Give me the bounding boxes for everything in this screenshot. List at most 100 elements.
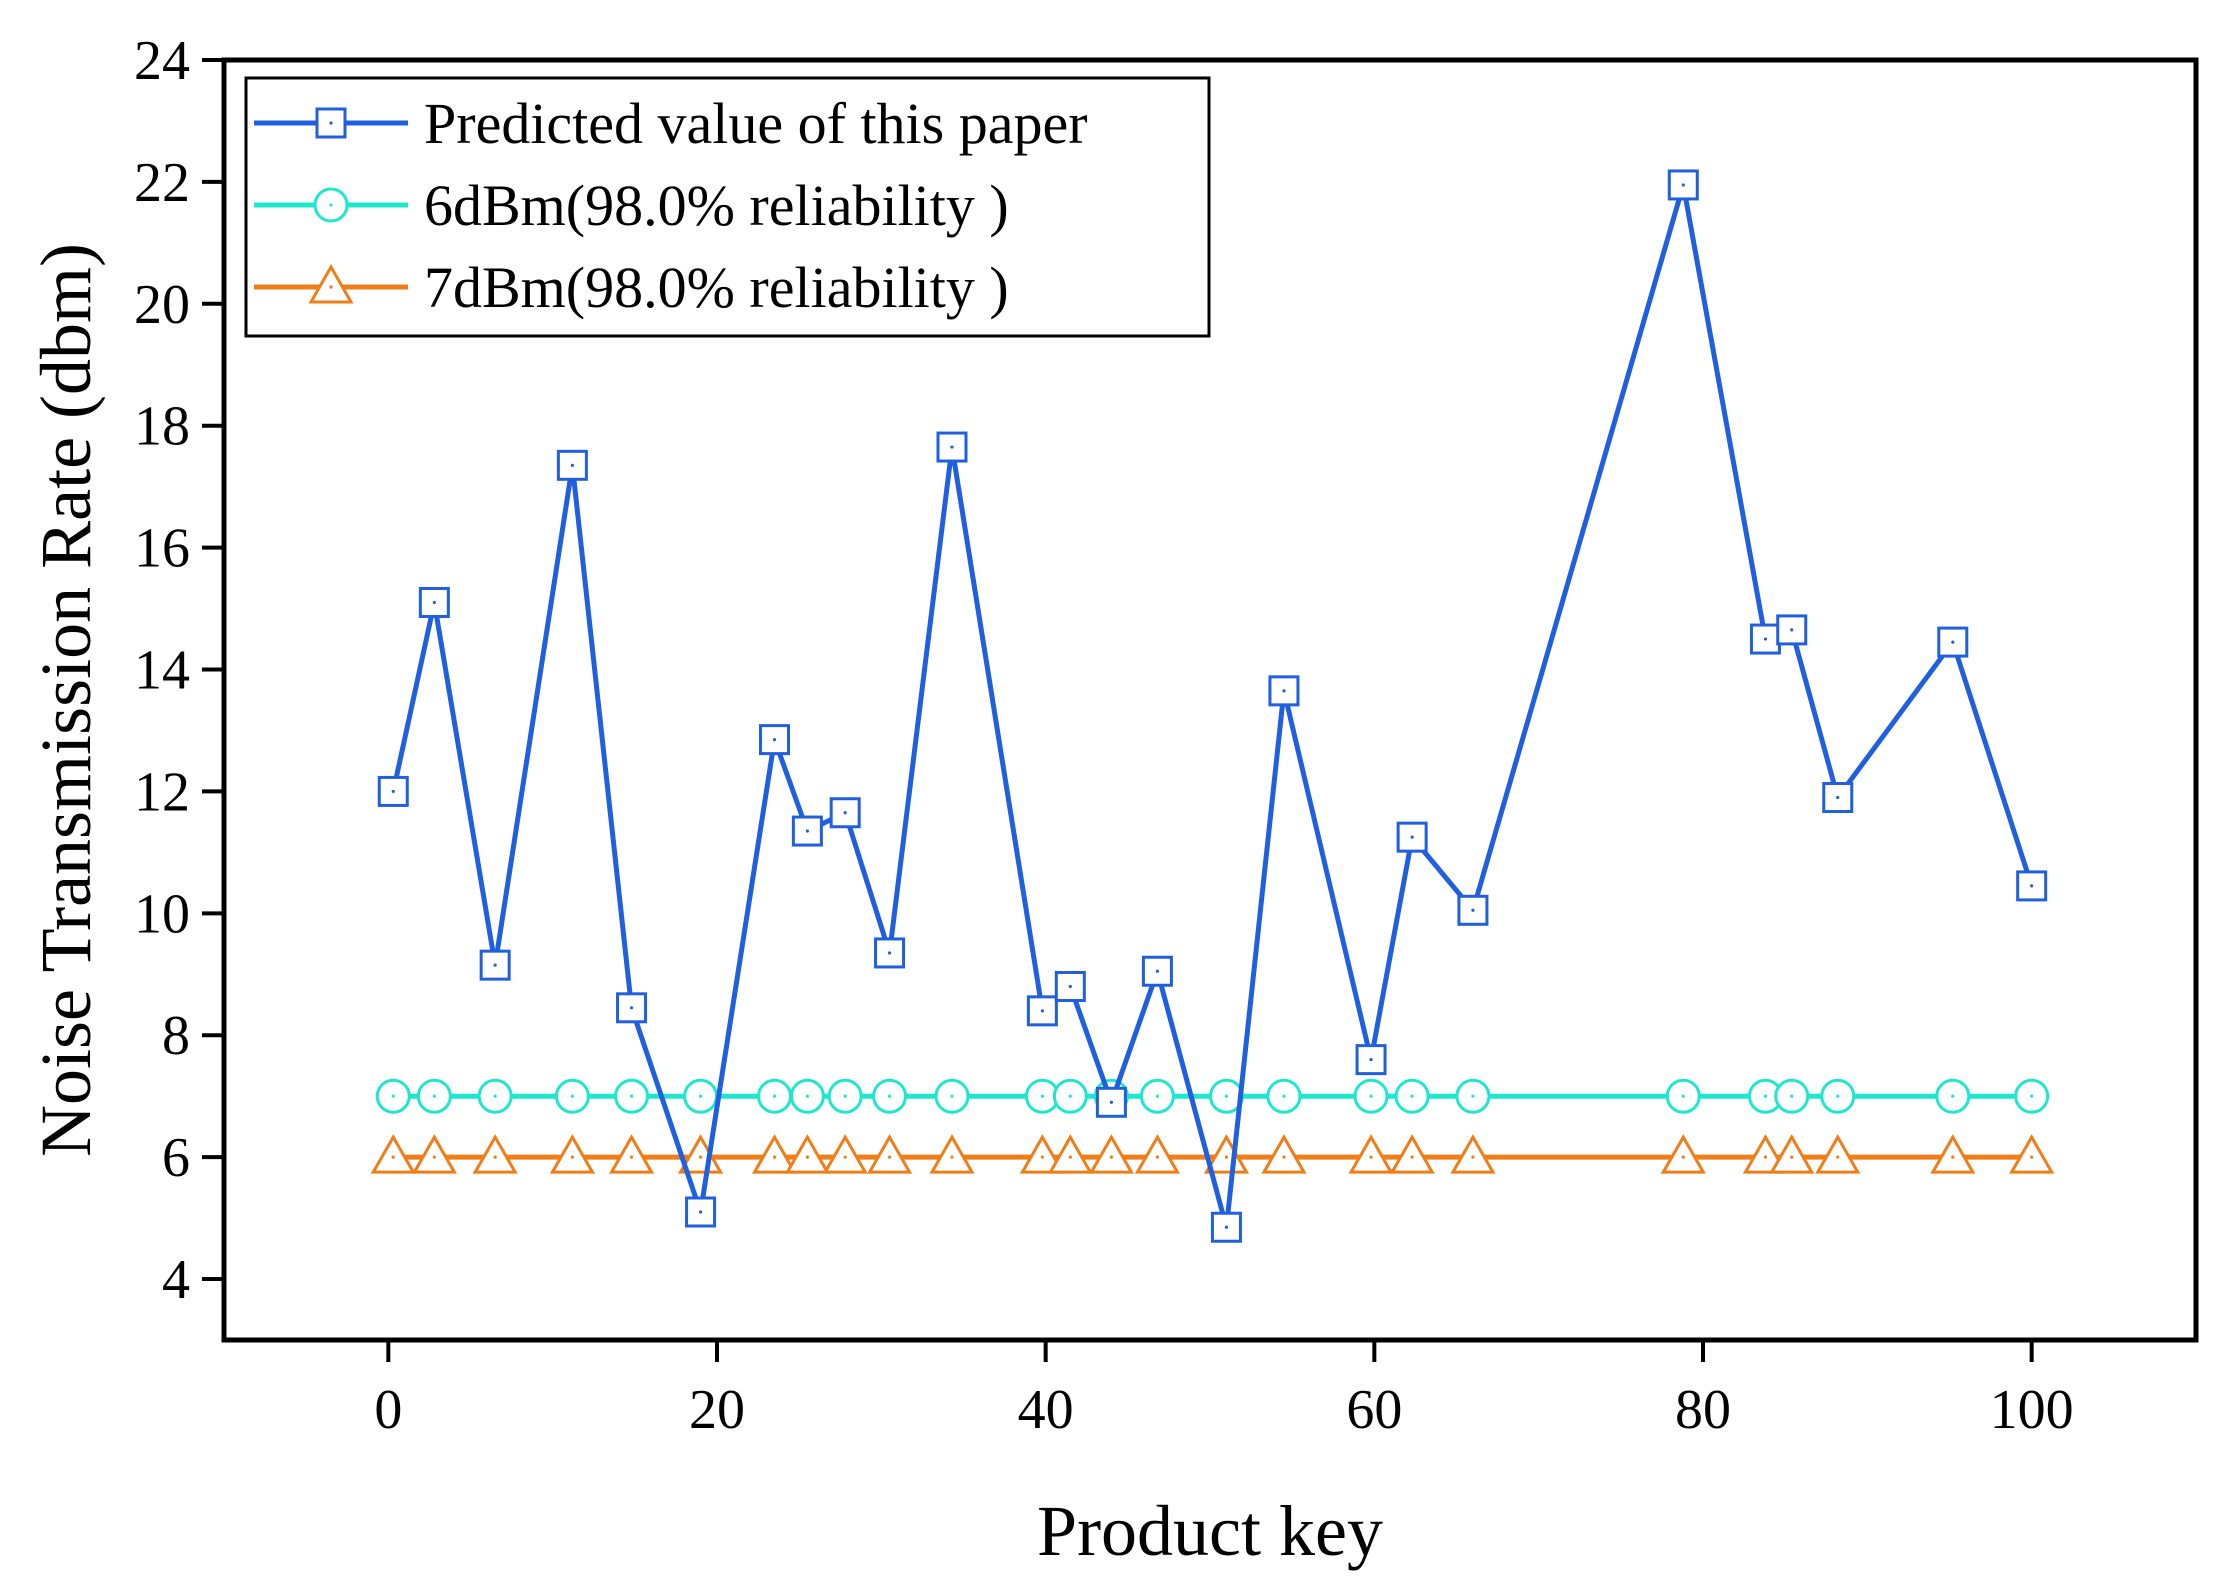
- data-point-square-center-dot: [698, 1210, 703, 1214]
- data-point-square-center-dot: [843, 811, 847, 815]
- data-point-triangle: [1019, 1134, 1065, 1174]
- y-tick-label: 16: [134, 518, 190, 580]
- data-point-circle-center-dot: [1282, 1094, 1286, 1098]
- legend-label: Predicted value of this paper: [424, 91, 1088, 156]
- series-circle: [375, 1078, 2050, 1114]
- data-point-triangle-center-dot: [1471, 1155, 1475, 1159]
- data-point-triangle: [411, 1134, 457, 1174]
- data-point-circle-center-dot: [391, 1094, 395, 1098]
- data-point-circle-center-dot: [1068, 1094, 1072, 1098]
- data-point-triangle: [1450, 1134, 1496, 1174]
- data-series: [370, 169, 2055, 1243]
- data-point-circle-center-dot: [1410, 1094, 1414, 1098]
- data-point-square-center-dot: [1282, 689, 1286, 693]
- data-point-triangle: [472, 1134, 518, 1174]
- data-point-triangle-center-dot: [1282, 1155, 1286, 1159]
- data-point-triangle: [1930, 1134, 1976, 1174]
- data-point-circle-center-dot: [887, 1094, 892, 1098]
- data-point-triangle-center-dot: [772, 1155, 777, 1159]
- data-point-circle-center-dot: [1040, 1094, 1044, 1098]
- data-point-triangle-center-dot: [2030, 1155, 2034, 1159]
- data-point-triangle-center-dot: [1410, 1155, 1414, 1159]
- y-tick-label: 6: [162, 1127, 190, 1189]
- data-point-triangle: [1660, 1134, 1706, 1174]
- data-point-triangle-center-dot: [1836, 1155, 1840, 1159]
- axis-ticks: 0 20 40 60 80 100 4 6 8 10 12 14 16 18 20 22 24: [134, 30, 2074, 1441]
- data-point-square: [616, 992, 648, 1024]
- data-point-circle-center-dot: [1790, 1094, 1794, 1098]
- data-point-circle-center-dot: [698, 1094, 703, 1098]
- data-point-triangle: [1769, 1134, 1815, 1174]
- data-point-circle-center-dot: [1951, 1094, 1955, 1098]
- data-point-square-center-dot: [1155, 969, 1160, 973]
- data-point-square-center-dot: [1040, 1009, 1044, 1013]
- legend-marker-circle-center-dot: [329, 203, 333, 207]
- series-square: [377, 169, 2048, 1243]
- x-axis-title: Product key: [1037, 1491, 1383, 1571]
- data-point-square-center-dot: [805, 829, 809, 833]
- data-point-square-center-dot: [1224, 1225, 1229, 1229]
- data-point-triangle-center-dot: [570, 1155, 574, 1159]
- data-point-circle-center-dot: [1155, 1094, 1160, 1098]
- data-point-triangle: [929, 1134, 975, 1174]
- data-point-square-center-dot: [391, 789, 395, 794]
- data-point-square-center-dot: [1109, 1100, 1113, 1104]
- data-point-triangle-center-dot: [1369, 1155, 1373, 1159]
- data-point-square-center-dot: [493, 963, 497, 967]
- data-point-triangle-center-dot: [391, 1155, 395, 1159]
- y-tick-label: 4: [162, 1249, 190, 1311]
- data-point-triangle-center-dot: [1763, 1155, 1768, 1159]
- data-point-circle-center-dot: [629, 1094, 634, 1098]
- data-point-square-center-dot: [887, 951, 892, 955]
- legend: Predicted value of this paper 6dBm(98.0% …: [244, 76, 1211, 338]
- series-line-square: [390, 182, 2035, 1230]
- data-point-square: [556, 449, 588, 481]
- data-point-square-center-dot: [1471, 908, 1475, 912]
- data-point-triangle-center-dot: [432, 1155, 436, 1159]
- data-point-circle-center-dot: [432, 1094, 436, 1098]
- data-point-triangle-center-dot: [1155, 1155, 1160, 1159]
- data-point-triangle: [866, 1134, 913, 1174]
- y-tick-label: 22: [134, 152, 190, 214]
- data-point-triangle-center-dot: [1681, 1155, 1685, 1159]
- legend-marker-triangle: [308, 263, 354, 304]
- data-point-triangle: [1047, 1134, 1093, 1174]
- data-point-square-center-dot: [1763, 637, 1768, 641]
- data-point-square-center-dot: [570, 463, 574, 467]
- data-point-circle-center-dot: [2030, 1094, 2034, 1098]
- x-tick-label: 20: [689, 1379, 745, 1441]
- data-point-triangle: [1134, 1134, 1180, 1174]
- data-point-circle-center-dot: [805, 1094, 809, 1098]
- data-point-circle-center-dot: [1681, 1094, 1685, 1098]
- data-point-triangle: [1389, 1134, 1435, 1174]
- data-point-triangle-center-dot: [1951, 1155, 1955, 1159]
- data-point-triangle: [1815, 1134, 1861, 1174]
- legend-label: 6dBm(98.0% reliability ): [424, 173, 1009, 238]
- y-tick-label: 8: [162, 1005, 190, 1067]
- data-point-circle-center-dot: [772, 1094, 777, 1098]
- data-point-square-center-dot: [1790, 628, 1794, 632]
- data-point-square: [1937, 626, 1969, 658]
- data-point-triangle-center-dot: [698, 1155, 703, 1159]
- data-point-circle-center-dot: [1836, 1094, 1840, 1098]
- data-point-square-center-dot: [950, 445, 954, 449]
- x-tick-label: 40: [1018, 1379, 1074, 1441]
- data-point-triangle: [1088, 1134, 1134, 1174]
- data-point-circle-center-dot: [570, 1094, 574, 1098]
- y-tick-label: 18: [134, 396, 190, 458]
- data-point-triangle-center-dot: [950, 1155, 954, 1159]
- data-point-triangle: [751, 1134, 798, 1174]
- data-point-triangle-center-dot: [805, 1155, 809, 1159]
- data-point-square-center-dot: [2030, 884, 2034, 888]
- data-point-triangle-center-dot: [1040, 1155, 1044, 1159]
- y-tick-label: 14: [134, 640, 190, 702]
- data-point-triangle: [608, 1134, 655, 1174]
- data-point-square: [759, 724, 791, 756]
- data-point-square-center-dot: [1410, 835, 1414, 839]
- data-point-circle-center-dot: [1224, 1094, 1229, 1098]
- data-point-circle-center-dot: [493, 1094, 497, 1098]
- y-tick-label: 24: [134, 30, 190, 92]
- data-point-square-center-dot: [1951, 640, 1955, 644]
